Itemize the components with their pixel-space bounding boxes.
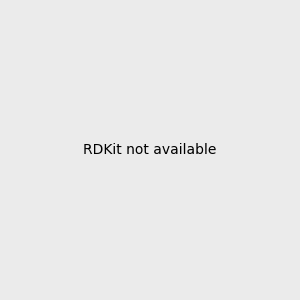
Text: RDKit not available: RDKit not available — [83, 143, 217, 157]
